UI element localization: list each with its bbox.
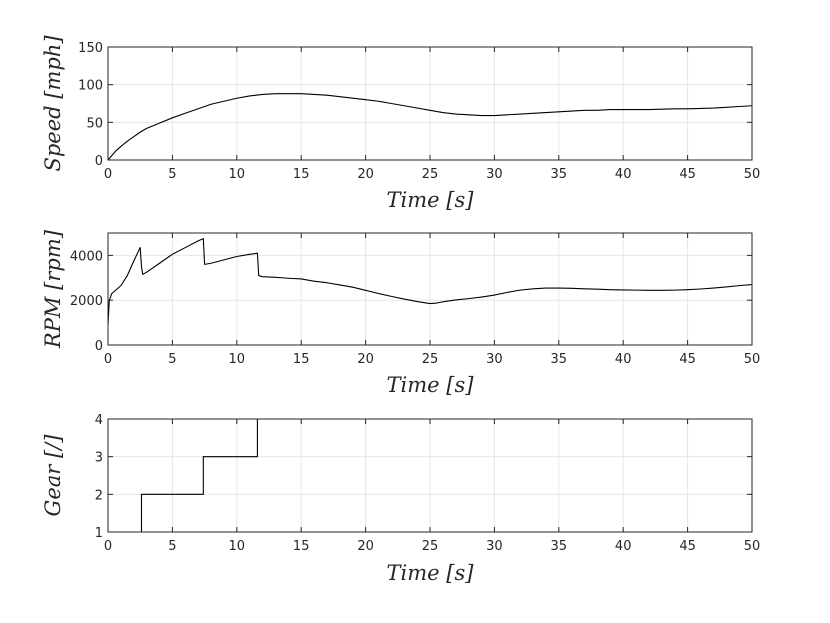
rpm-y-axis-label: RPM [rpm] [41,229,65,349]
rpm-xtick-label: 10 [229,352,246,367]
gear-xtick-label: 20 [357,539,374,554]
rpm-ytick-label: 0 [95,339,103,354]
gear-xtick-label: 40 [615,539,632,554]
rpm-xtick-label: 5 [168,352,176,367]
rpm-xtick-label: 35 [551,352,568,367]
gear-xtick-label: 50 [744,539,761,554]
gear-xtick-label: 5 [168,539,176,554]
rpm-xtick-label: 50 [744,352,761,367]
gear-xtick-label: 25 [422,539,439,554]
rpm-series-line [107,238,753,325]
gear-xtick-label: 30 [486,539,503,554]
gear-plot: 0 5 10 15 20 25 30 35 40 45 50 1 2 3 4 Time [s] Gear [/] [41,413,760,585]
speed-xtick-label: 20 [357,167,374,182]
rpm-xtick-label: 20 [357,352,374,367]
rpm-xtick-label: 45 [679,352,696,367]
speed-x-axis-label: Time [s] [387,188,475,212]
rpm-x-axis-label: Time [s] [387,373,475,397]
speed-plot: 0 5 10 15 20 25 30 35 40 45 50 0 50 100 150 Time [s] Spe… [41,35,760,212]
speed-xtick-label: 5 [168,167,176,182]
speed-ytick-label: 50 [86,116,103,131]
rpm-xtick-label: 25 [422,352,439,367]
rpm-ytick-label: 2000 [70,294,103,309]
speed-xtick-label: 0 [104,167,112,182]
gear-x-axis-label: Time [s] [387,561,475,585]
gear-ytick-label: 4 [95,413,103,428]
rpm-ytick-label: 4000 [70,249,103,264]
speed-xtick-label: 40 [615,167,632,182]
speed-y-axis-label: Speed [mph] [41,35,65,172]
speed-xtick-label: 10 [229,167,246,182]
gear-y-axis-label: Gear [/] [41,434,65,517]
speed-xtick-label: 25 [422,167,439,182]
gear-xtick-label: 45 [679,539,696,554]
rpm-plot: 0 5 10 15 20 25 30 35 40 45 50 0 2000 4000 Time [s] RPM… [41,229,760,397]
gear-xtick-label: 15 [293,539,310,554]
speed-xtick-label: 50 [744,167,761,182]
speed-ytick-label: 150 [78,41,103,56]
gear-ytick-label: 1 [95,526,103,541]
speed-xtick-label: 45 [679,167,696,182]
gear-ytick-label: 3 [95,451,103,466]
gear-series-line [108,418,752,533]
speed-ytick-label: 100 [78,79,103,94]
gear-xtick-label: 10 [229,539,246,554]
speed-ytick-label: 0 [95,154,103,169]
rpm-xtick-label: 15 [293,352,310,367]
speed-xtick-label: 35 [551,167,568,182]
speed-series-line [107,93,753,161]
rpm-xtick-label: 40 [615,352,632,367]
gear-xtick-label: 0 [104,539,112,554]
speed-xtick-label: 15 [293,167,310,182]
gear-xtick-label: 35 [551,539,568,554]
rpm-xtick-label: 30 [486,352,503,367]
gear-ytick-label: 2 [95,488,103,503]
rpm-xtick-label: 0 [104,352,112,367]
speed-xtick-label: 30 [486,167,503,182]
